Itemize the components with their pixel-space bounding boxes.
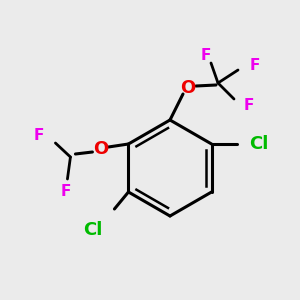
Text: F: F (244, 98, 254, 112)
Text: O: O (93, 140, 108, 158)
Text: F: F (201, 47, 211, 62)
Text: F: F (250, 58, 260, 73)
Text: Cl: Cl (250, 135, 269, 153)
Text: O: O (180, 79, 196, 97)
Text: F: F (34, 128, 44, 142)
Text: Cl: Cl (83, 221, 102, 239)
Text: F: F (60, 184, 70, 199)
